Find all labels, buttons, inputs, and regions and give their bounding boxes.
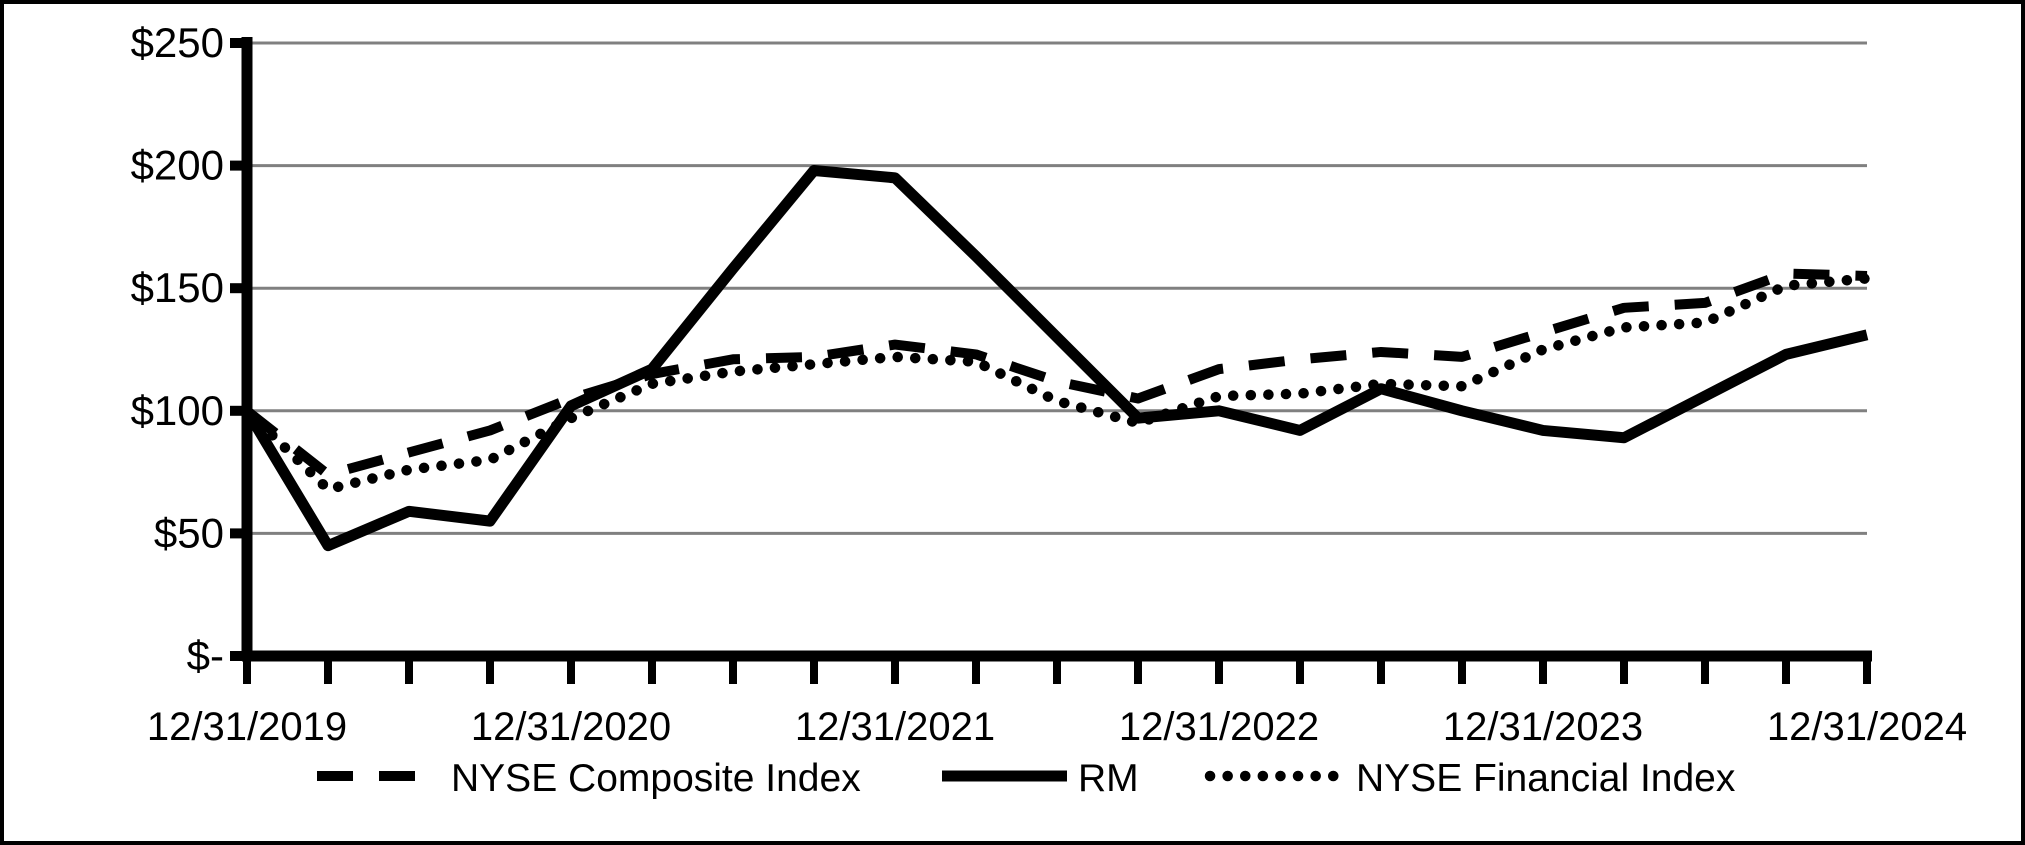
x-axis-label-2020: 12/31/2020 [471, 705, 671, 749]
y-axis-label-0: $- [187, 632, 224, 679]
x-axis-tick-q9 [972, 656, 980, 684]
legend-item-rm: RM [942, 757, 1139, 800]
x-axis-tick-q11 [1134, 656, 1142, 684]
y-axis-tick-50 [230, 528, 247, 539]
legend-label-nyse-composite-index: NYSE Composite Index [451, 757, 861, 800]
x-axis-tick-q0 [243, 656, 251, 684]
x-axis-tick-q17 [1620, 656, 1628, 684]
x-axis-tick-q13 [1296, 656, 1304, 684]
chart-canvas: $250 $200 $150 $100 $50 $- 12/31/2019 12/31/202… [131, 19, 1968, 800]
y-axis-label-150: $150 [131, 264, 224, 311]
y-axis-label-100: $100 [131, 387, 224, 434]
y-axis-label-250: $250 [131, 19, 224, 66]
x-axis-label-2023: 12/31/2023 [1443, 705, 1643, 749]
y-axis-tick-0 [230, 651, 247, 661]
x-axis-tick-q7 [810, 656, 818, 684]
x-axis-tick-q19 [1782, 656, 1790, 684]
series-line-nyse-financial-index [241, 273, 1873, 495]
legend-label-nyse-financial-index: NYSE Financial Index [1356, 757, 1736, 800]
x-axis-label-2021: 12/31/2021 [795, 705, 995, 749]
x-axis-tick-q12 [1215, 656, 1223, 684]
legend: NYSE Composite Index RM NYSE Financial Ind… [317, 757, 1736, 800]
y-axis-label-200: $200 [131, 142, 224, 189]
x-axis-tick-q15 [1458, 656, 1466, 684]
y-axis-tick-100 [230, 405, 247, 416]
x-axis-tick-q14 [1377, 656, 1385, 684]
y-axis-tick-250 [230, 38, 247, 48]
y-axis-label-50: $50 [154, 509, 224, 556]
x-axis-tick-q8 [891, 656, 899, 684]
x-axis-label-2019: 12/31/2019 [147, 705, 347, 749]
x-axis-label-2024: 12/31/2024 [1767, 705, 1967, 749]
x-axis-tick-q3 [486, 656, 494, 684]
x-axis-tick-q16 [1539, 656, 1547, 684]
legend-item-nyse-financial-index: NYSE Financial Index [1204, 757, 1736, 800]
x-axis-tick-q4 [567, 656, 575, 684]
x-axis-tick-q2 [405, 656, 413, 684]
x-axis-tick-q18 [1701, 656, 1709, 684]
x-axis-label-2022: 12/31/2022 [1119, 705, 1319, 749]
legend-label-rm: RM [1078, 757, 1139, 800]
x-axis-tick-q1 [324, 656, 332, 684]
x-axis-tick-q20 [1863, 656, 1871, 684]
series-line-rm [242, 165, 1869, 552]
x-axis-tick-q6 [729, 656, 737, 684]
legend-item-nyse-composite-index: NYSE Composite Index [317, 757, 861, 800]
x-axis-tick-q5 [648, 656, 656, 684]
series-line-nyse-composite-index [243, 268, 1868, 480]
y-axis-tick-200 [230, 160, 247, 171]
y-axis-tick-150 [230, 283, 247, 294]
x-axis-tick-q10 [1053, 656, 1061, 684]
